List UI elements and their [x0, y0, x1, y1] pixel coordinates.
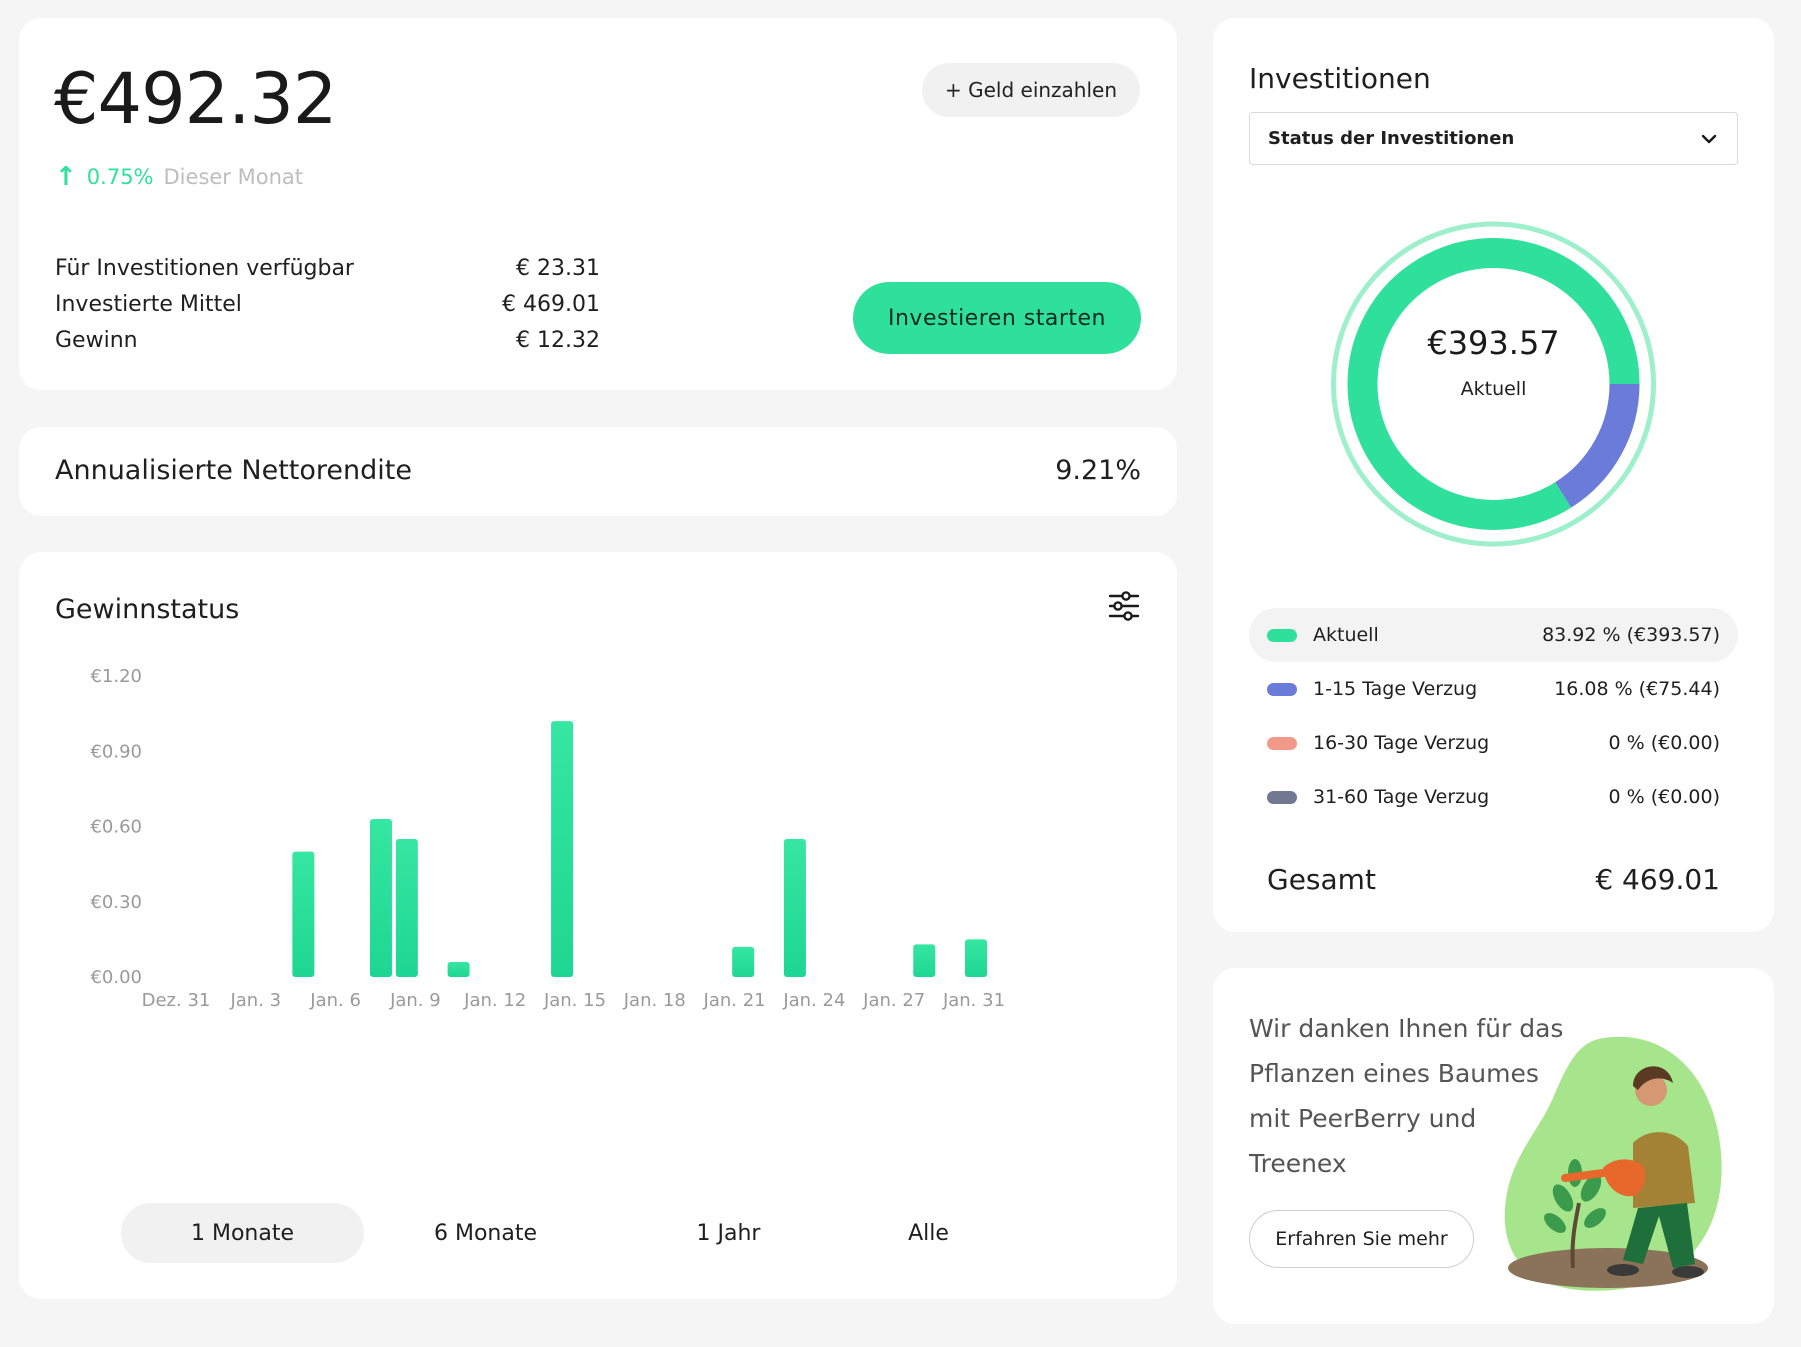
donut-outer-ring: [1331, 221, 1656, 547]
arrow-up-icon: ↑: [55, 162, 77, 192]
legend-swatch: [1267, 682, 1297, 696]
stat-row: Für Investitionen verfügbar € 23.31: [55, 250, 600, 286]
range-tabs: 1 Monate 6 Monate 1 Jahr Alle: [121, 1203, 1071, 1263]
x-tick-label: Jan. 3: [229, 990, 281, 1011]
total-label: Gesamt: [1267, 863, 1376, 896]
legend-label: 31-60 Tage Verzug: [1313, 786, 1490, 808]
chart-bar: [965, 939, 987, 977]
chart-bar: [551, 721, 574, 977]
stat-value: € 12.32: [516, 327, 600, 353]
y-tick-label: €0.60: [90, 817, 142, 838]
x-tick-label: Dez. 31: [142, 990, 211, 1011]
monthly-change: ↑ 0.75% Dieser Monat: [55, 164, 303, 190]
net-return-value: 9.21%: [1055, 455, 1141, 486]
donut-center-amount: €393.57: [1427, 324, 1560, 362]
tree-thanks-text: Wir danken Ihnen für das Pflanzen eines …: [1249, 1014, 1564, 1178]
profit-status-card: €0.00 €0.30 €0.60 €0.90 €1.20 Dez. 31 Jan. 3 Ja…: [19, 552, 1177, 1299]
profit-bar-chart: €0.00 €0.30 €0.60 €0.90 €1.20 Dez. 31 Jan. 3 Ja…: [90, 666, 1005, 1011]
stat-row: Gewinn € 12.32: [55, 322, 600, 358]
stat-label: Für Investitionen verfügbar: [55, 255, 354, 281]
x-tick-label: Jan. 12: [463, 990, 526, 1011]
chart-bar: [292, 851, 315, 977]
stat-label: Gewinn: [55, 327, 138, 353]
balance-card: €492.32 + Geld einzahlen ↑ 0.75% Dieser …: [19, 18, 1177, 390]
legend-label: Aktuell: [1313, 624, 1379, 646]
tree-planting-illustration: [1504, 1036, 1722, 1291]
legend-item-aktuell[interactable]: Aktuell 83.92 % (€393.57): [1249, 608, 1738, 662]
change-period-label: Dieser Monat: [163, 165, 303, 189]
net-return-card: Annualisierte Nettorendite 9.21%: [19, 427, 1177, 516]
investment-legend: Aktuell 83.92 % (€393.57) 1-15 Tage Verz…: [1249, 608, 1738, 824]
x-tick-label: Jan. 6: [309, 990, 361, 1011]
x-tick-label: Jan. 21: [703, 990, 766, 1011]
x-tick-label: Jan. 31: [942, 990, 1005, 1011]
y-tick-label: €0.00: [90, 967, 142, 988]
total-value: € 469.01: [1595, 863, 1720, 896]
y-tick-label: €0.30: [90, 892, 142, 913]
chart-bar: [369, 818, 392, 977]
tab-1-year[interactable]: 1 Jahr: [641, 1203, 816, 1263]
deposit-button[interactable]: + Geld einzahlen: [922, 63, 1140, 117]
change-percent: 0.75%: [86, 165, 154, 189]
y-tick-label: €0.90: [90, 741, 142, 762]
legend-swatch: [1267, 628, 1297, 642]
sliders-icon[interactable]: [1104, 587, 1144, 627]
legend-label: 16-30 Tage Verzug: [1313, 732, 1490, 754]
legend-swatch: [1267, 790, 1297, 804]
legend-value: 83.92 % (€393.57): [1542, 624, 1720, 646]
legend-value: 16.08 % (€75.44): [1554, 678, 1720, 700]
chart-bar: [732, 946, 755, 977]
legend-item-31-60-days[interactable]: 31-60 Tage Verzug 0 % (€0.00): [1249, 770, 1738, 824]
total-row: Gesamt € 469.01: [1267, 863, 1720, 896]
balance-stats: Für Investitionen verfügbar € 23.31 Inve…: [55, 250, 600, 358]
legend-value: 0 % (€0.00): [1608, 732, 1720, 754]
x-tick-label: Jan. 15: [543, 990, 606, 1011]
tab-all[interactable]: Alle: [841, 1203, 1016, 1263]
donut-center-label: Aktuell: [1460, 378, 1527, 400]
stat-row: Investierte Mittel € 469.01: [55, 286, 600, 322]
investments-card: Investitionen Status der Investitionen €…: [1213, 18, 1774, 932]
profit-status-title: Gewinnstatus: [55, 594, 240, 625]
legend-item-16-30-days[interactable]: 16-30 Tage Verzug 0 % (€0.00): [1249, 716, 1738, 770]
y-tick-label: €1.20: [90, 666, 142, 687]
x-tick-label: Jan. 27: [862, 990, 925, 1011]
tree-planting-card: Wir danken Ihnen für das Pflanzen eines …: [1213, 968, 1774, 1324]
chart-bar: [913, 944, 936, 977]
tab-1-month[interactable]: 1 Monate: [121, 1203, 364, 1263]
chart-bar: [783, 839, 806, 977]
x-tick-label: Jan. 18: [623, 990, 686, 1011]
chevron-down-icon: [1701, 134, 1717, 143]
chart-bar: [395, 839, 418, 977]
stat-value: € 469.01: [502, 291, 600, 317]
chart-bar: [447, 961, 470, 977]
stat-label: Investierte Mittel: [55, 291, 242, 317]
investment-donut-chart: [1331, 221, 1656, 547]
legend-value: 0 % (€0.00): [1608, 786, 1720, 808]
balance-amount: €492.32: [54, 58, 337, 140]
x-tick-label: Jan. 9: [389, 990, 441, 1011]
learn-more-button[interactable]: Erfahren Sie mehr: [1249, 1210, 1474, 1268]
donut-hole: [1378, 269, 1609, 499]
select-value: Status der Investitionen: [1268, 128, 1515, 149]
donut-segment: [1554, 383, 1640, 508]
investment-status-select[interactable]: Status der Investitionen: [1249, 112, 1738, 165]
x-tick-label: Jan. 24: [782, 990, 845, 1011]
legend-swatch: [1267, 736, 1297, 750]
legend-item-1-15-days[interactable]: 1-15 Tage Verzug 16.08 % (€75.44): [1249, 662, 1738, 716]
start-investing-button[interactable]: Investieren starten: [853, 282, 1141, 354]
tab-6-months[interactable]: 6 Monate: [398, 1203, 573, 1263]
net-return-label: Annualisierte Nettorendite: [55, 455, 412, 486]
stat-value: € 23.31: [516, 255, 600, 281]
donut-segment: [1347, 238, 1640, 530]
investments-title: Investitionen: [1249, 62, 1431, 95]
legend-label: 1-15 Tage Verzug: [1313, 678, 1478, 700]
